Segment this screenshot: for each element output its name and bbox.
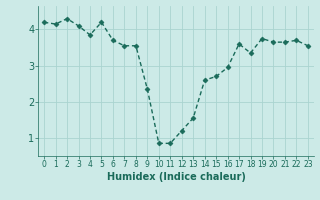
- X-axis label: Humidex (Indice chaleur): Humidex (Indice chaleur): [107, 172, 245, 182]
